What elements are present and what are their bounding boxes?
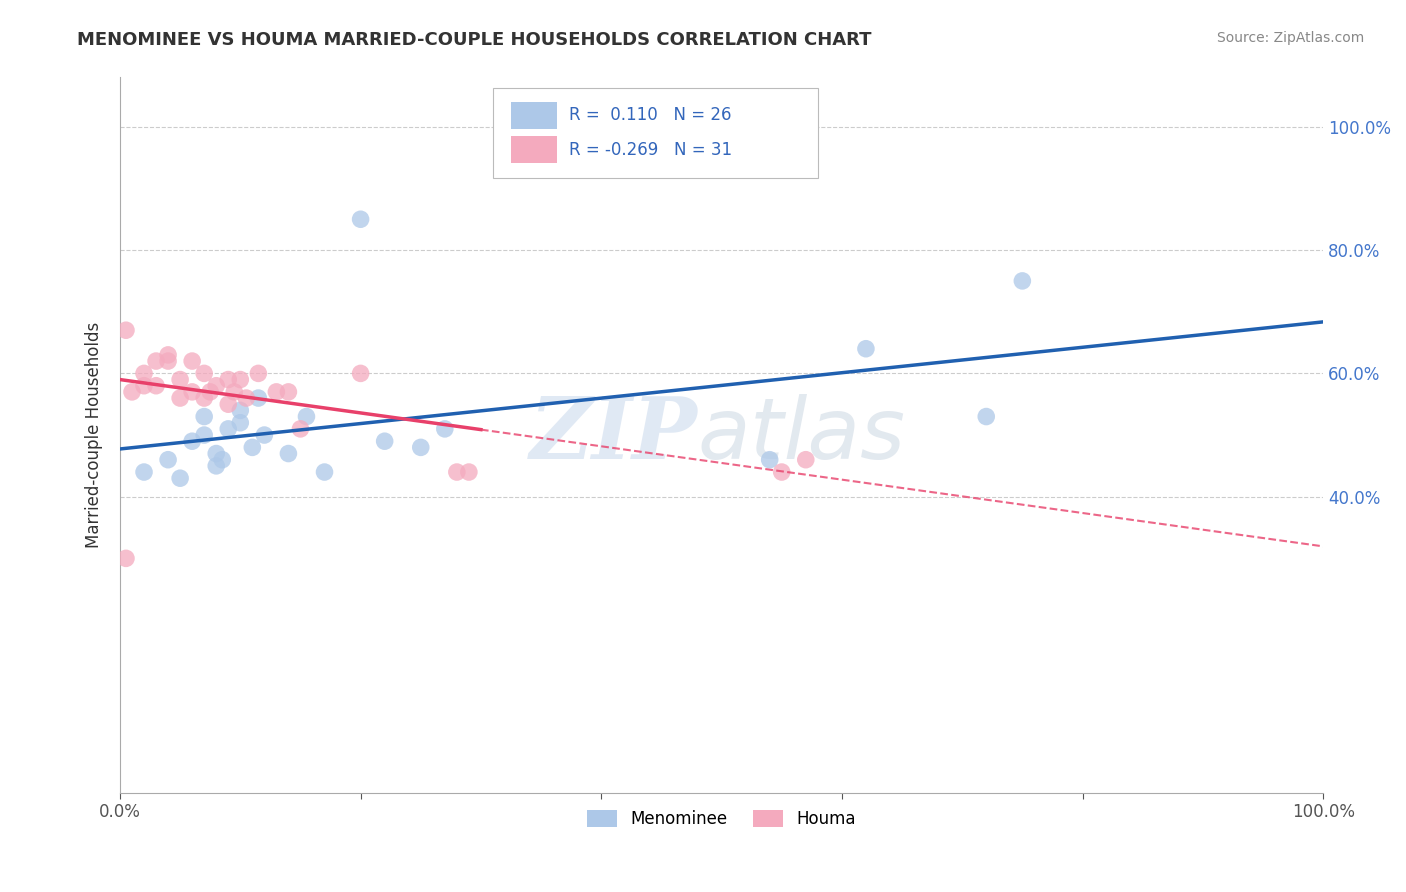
Point xyxy=(145,354,167,368)
Point xyxy=(224,384,246,399)
Point xyxy=(205,378,228,392)
Point xyxy=(247,367,270,381)
Point xyxy=(169,373,191,387)
Point xyxy=(409,441,432,455)
Point xyxy=(277,384,299,399)
Point xyxy=(374,434,396,449)
Point xyxy=(132,465,155,479)
Point xyxy=(349,212,371,227)
Point xyxy=(1011,274,1033,288)
Point xyxy=(277,446,299,460)
Point xyxy=(157,348,180,362)
Point xyxy=(974,409,997,424)
Point xyxy=(205,446,228,460)
Point xyxy=(794,452,817,467)
Point xyxy=(200,384,222,399)
Point xyxy=(247,391,270,405)
Point xyxy=(240,441,263,455)
Point xyxy=(121,384,143,399)
Bar xyxy=(510,102,557,129)
Point xyxy=(433,422,456,436)
FancyBboxPatch shape xyxy=(494,88,818,178)
Point xyxy=(181,354,204,368)
Point xyxy=(253,428,276,442)
Point xyxy=(193,428,215,442)
Point xyxy=(758,452,780,467)
Point xyxy=(295,409,318,424)
Text: ZIP: ZIP xyxy=(530,393,697,477)
Point xyxy=(290,422,312,436)
Point xyxy=(181,384,204,399)
Point xyxy=(229,416,252,430)
Point xyxy=(349,367,371,381)
Text: R = -0.269   N = 31: R = -0.269 N = 31 xyxy=(569,141,733,159)
Point xyxy=(446,465,468,479)
Point xyxy=(770,465,793,479)
Point xyxy=(157,452,180,467)
Point xyxy=(193,391,215,405)
Point xyxy=(145,378,167,392)
Point xyxy=(193,409,215,424)
Point xyxy=(314,465,336,479)
Point xyxy=(169,471,191,485)
Point xyxy=(157,354,180,368)
Point xyxy=(132,367,155,381)
Bar xyxy=(510,136,557,163)
Point xyxy=(211,452,233,467)
Point xyxy=(193,367,215,381)
Point xyxy=(217,422,239,436)
Point xyxy=(169,391,191,405)
Point xyxy=(229,373,252,387)
Point xyxy=(266,384,288,399)
Point xyxy=(205,458,228,473)
Point xyxy=(855,342,877,356)
Text: Source: ZipAtlas.com: Source: ZipAtlas.com xyxy=(1216,31,1364,45)
Legend: Menominee, Houma: Menominee, Houma xyxy=(581,803,862,834)
Text: R =  0.110   N = 26: R = 0.110 N = 26 xyxy=(569,106,731,124)
Text: atlas: atlas xyxy=(697,393,905,476)
Text: MENOMINEE VS HOUMA MARRIED-COUPLE HOUSEHOLDS CORRELATION CHART: MENOMINEE VS HOUMA MARRIED-COUPLE HOUSEH… xyxy=(77,31,872,49)
Point xyxy=(217,397,239,411)
Point xyxy=(181,434,204,449)
Point xyxy=(115,323,138,337)
Point xyxy=(229,403,252,417)
Y-axis label: Married-couple Households: Married-couple Households xyxy=(86,322,103,549)
Point xyxy=(235,391,257,405)
Point xyxy=(115,551,138,566)
Point xyxy=(457,465,479,479)
Point xyxy=(217,373,239,387)
Point xyxy=(132,378,155,392)
